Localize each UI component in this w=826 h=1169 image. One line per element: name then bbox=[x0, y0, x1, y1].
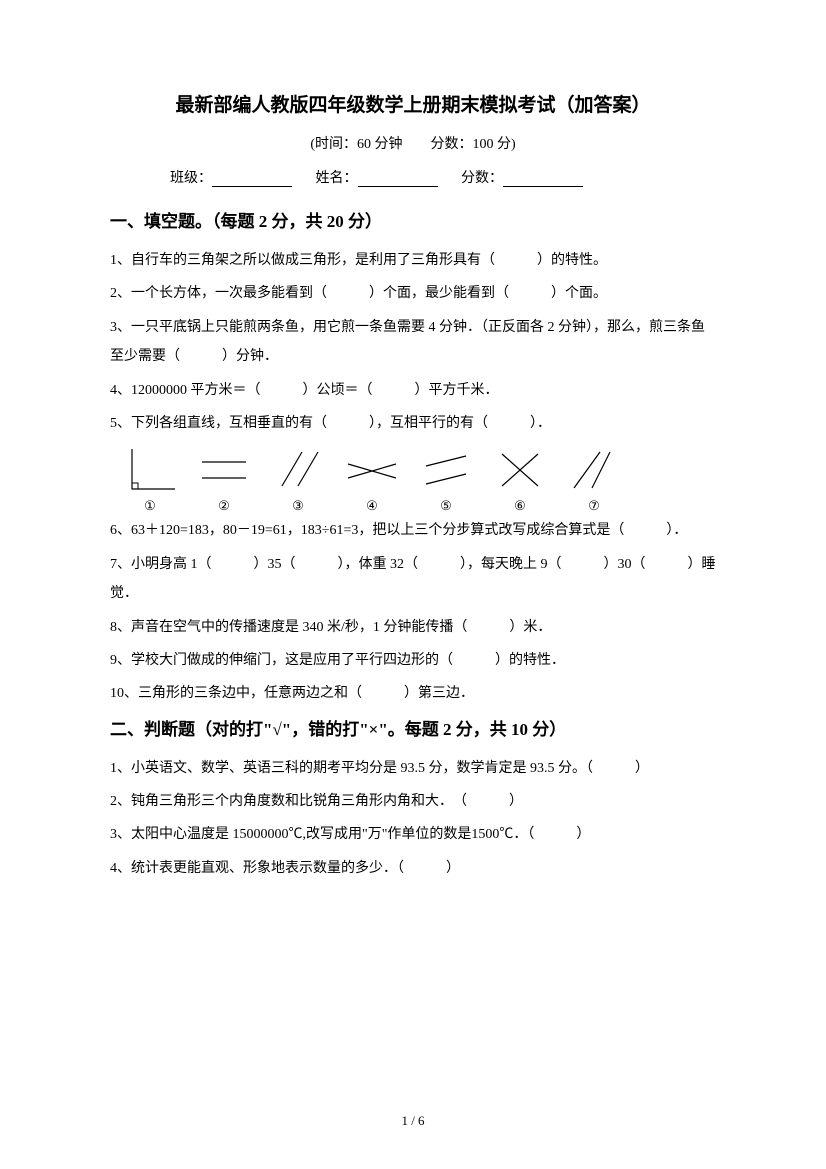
q2-1: 1、小英语文、数学、英语三科的期考平均分是 93.5 分，数学肯定是 93.5 … bbox=[110, 754, 716, 783]
converging-pair-icon bbox=[564, 444, 624, 494]
flat-cross-icon bbox=[342, 444, 402, 494]
diagram-label-4: ④ bbox=[366, 498, 378, 514]
diagram-2: ② bbox=[194, 444, 254, 514]
x-cross-icon bbox=[490, 444, 550, 494]
doc-title: 最新部编人教版四年级数学上册期末模拟考试（加答案） bbox=[110, 90, 716, 117]
q1-3: 3、一只平底锅上只能煎两条鱼，用它煎一条鱼需要 4 分钟．（正反面各 2 分钟）… bbox=[110, 313, 716, 372]
name-blank[interactable] bbox=[358, 171, 438, 187]
section2-header: 二、判断题（对的打"√"，错的打"×"。每题 2 分，共 10 分） bbox=[110, 715, 716, 740]
q1-10: 10、三角形的三条边中，任意两边之和（ ）第三边． bbox=[110, 679, 716, 708]
diagram-5: ⑤ bbox=[416, 444, 476, 514]
diagram-label-2: ② bbox=[218, 498, 230, 514]
diagram-7: ⑦ bbox=[564, 444, 624, 514]
parallel-horizontal-icon bbox=[194, 444, 254, 494]
class-label: 班级： bbox=[170, 171, 212, 186]
perpendicular-icon bbox=[120, 444, 180, 494]
diagram-3: ③ bbox=[268, 444, 328, 514]
info-line: 班级： 姓名： 分数： bbox=[110, 167, 716, 187]
diagram-1: ① bbox=[120, 444, 180, 514]
q1-5: 5、下列各组直线，互相垂直的有（ ），互相平行的有（ ）． bbox=[110, 409, 716, 438]
q1-6: 6、63＋120=183，80－19=61，183÷61=3，把以上三个分步算式… bbox=[110, 516, 716, 545]
diagram-row: ① ② ③ ④ ⑤ ⑥ bbox=[120, 444, 716, 514]
diagram-label-3: ③ bbox=[292, 498, 304, 514]
q1-1: 1、自行车的三角架之所以做成三角形，是利用了三角形具有（ ）的特性。 bbox=[110, 246, 716, 275]
name-label: 姓名： bbox=[316, 171, 358, 186]
page-footer: 1 / 6 bbox=[0, 1113, 826, 1129]
diagram-6: ⑥ bbox=[490, 444, 550, 514]
diagram-label-5: ⑤ bbox=[440, 498, 452, 514]
diagram-4: ④ bbox=[342, 444, 402, 514]
q1-4: 4、12000000 平方米＝（ ）公顷＝（ ）平方千米． bbox=[110, 376, 716, 405]
diagram-label-1: ① bbox=[144, 498, 156, 514]
score-blank[interactable] bbox=[503, 171, 583, 187]
slanted-pair-icon bbox=[416, 444, 476, 494]
q1-8: 8、声音在空气中的传播速度是 340 米/秒，1 分钟能传播（ ）米． bbox=[110, 613, 716, 642]
diagram-label-6: ⑥ bbox=[514, 498, 526, 514]
class-blank[interactable] bbox=[212, 171, 292, 187]
diagonal-pair-icon bbox=[268, 444, 328, 494]
q1-7: 7、小明身高 1（ ）35（ ），体重 32（ ），每天晚上 9（ ）30（ ）… bbox=[110, 550, 716, 609]
score-label: 分数： bbox=[461, 171, 503, 186]
q1-2: 2、一个长方体，一次最多能看到（ ）个面，最少能看到（ ）个面。 bbox=[110, 279, 716, 308]
q2-2: 2、钝角三角形三个内角度数和比锐角三角形内角和大． （ ） bbox=[110, 787, 716, 816]
q1-9: 9、学校大门做成的伸缩门，这是应用了平行四边形的（ ）的特性． bbox=[110, 646, 716, 675]
section1-header: 一、填空题。（每题 2 分，共 20 分） bbox=[110, 207, 716, 232]
doc-meta: (时间：60 分钟 分数：100 分) bbox=[110, 133, 716, 153]
diagram-label-7: ⑦ bbox=[588, 498, 600, 514]
q2-3: 3、太阳中心温度是 15000000℃,改写成用"万"作单位的数是1500℃．（… bbox=[110, 820, 716, 849]
q2-4: 4、统计表更能直观、形象地表示数量的多少．（ ） bbox=[110, 854, 716, 883]
